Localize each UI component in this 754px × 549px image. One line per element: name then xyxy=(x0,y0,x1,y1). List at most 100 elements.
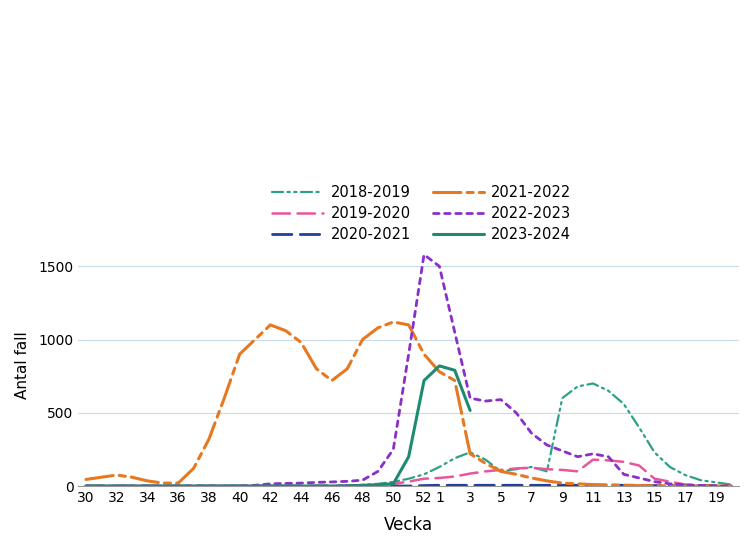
2022-2023 xyxy=(604,453,613,460)
2019-2020 xyxy=(143,483,152,489)
Y-axis label: Antal fall: Antal fall xyxy=(15,331,30,399)
2021-2022 xyxy=(573,480,582,487)
2019-2020 xyxy=(404,478,413,485)
2023-2024 xyxy=(97,483,106,489)
2022-2023 xyxy=(389,446,398,453)
2020-2021 xyxy=(250,483,259,489)
2018-2019 xyxy=(512,466,521,473)
2019-2020 xyxy=(266,483,275,489)
2021-2022 xyxy=(604,481,613,488)
2023-2024 xyxy=(312,483,321,489)
2019-2020 xyxy=(189,483,198,489)
2022-2023 xyxy=(635,475,644,481)
2022-2023 xyxy=(219,483,228,489)
2018-2019 xyxy=(450,455,459,462)
2019-2020 xyxy=(281,483,290,489)
Line: 2019-2020: 2019-2020 xyxy=(86,460,731,486)
2020-2021 xyxy=(127,483,136,489)
Line: 2020-2021: 2020-2021 xyxy=(86,485,731,486)
2023-2024 xyxy=(389,480,398,487)
2022-2023 xyxy=(373,468,382,475)
2020-2021 xyxy=(450,482,459,489)
2021-2022 xyxy=(127,474,136,480)
2022-2023 xyxy=(189,483,198,489)
2023-2024 xyxy=(358,482,367,489)
2021-2022 xyxy=(358,336,367,343)
2022-2023 xyxy=(589,451,598,457)
2022-2023 xyxy=(650,478,659,485)
2019-2020 xyxy=(173,483,182,489)
2023-2024 xyxy=(219,483,228,489)
2022-2023 xyxy=(681,481,690,488)
2020-2021 xyxy=(650,482,659,489)
2019-2020 xyxy=(681,481,690,488)
2018-2019 xyxy=(665,464,674,470)
2023-2024 xyxy=(112,483,121,489)
2020-2021 xyxy=(496,482,505,489)
2019-2020 xyxy=(619,458,628,465)
2021-2022 xyxy=(404,322,413,328)
2021-2022 xyxy=(342,366,351,372)
2019-2020 xyxy=(450,473,459,480)
2020-2021 xyxy=(712,483,721,489)
2018-2019 xyxy=(143,483,152,489)
2022-2023 xyxy=(465,395,474,401)
2021-2022 xyxy=(81,476,90,483)
2020-2021 xyxy=(373,483,382,489)
2020-2021 xyxy=(342,483,351,489)
2019-2020 xyxy=(604,457,613,464)
2021-2022 xyxy=(512,471,521,478)
2021-2022 xyxy=(112,472,121,478)
2022-2023 xyxy=(266,480,275,487)
2020-2021 xyxy=(189,483,198,489)
2020-2021 xyxy=(97,483,106,489)
2020-2021 xyxy=(204,483,213,489)
2018-2019 xyxy=(373,480,382,487)
2019-2020 xyxy=(127,483,136,489)
2018-2019 xyxy=(435,464,444,470)
2018-2019 xyxy=(312,483,321,489)
2020-2021 xyxy=(619,482,628,489)
2020-2021 xyxy=(465,482,474,489)
2023-2024 xyxy=(419,377,428,384)
2022-2023 xyxy=(665,480,674,487)
2018-2019 xyxy=(481,456,490,463)
2019-2020 xyxy=(573,468,582,475)
2022-2023 xyxy=(542,442,551,449)
2021-2022 xyxy=(189,465,198,472)
2022-2023 xyxy=(404,351,413,357)
2022-2023 xyxy=(204,483,213,489)
2022-2023 xyxy=(143,483,152,489)
2018-2019 xyxy=(542,468,551,475)
2021-2022 xyxy=(450,377,459,384)
2020-2021 xyxy=(727,483,736,489)
2018-2019 xyxy=(465,449,474,456)
2022-2023 xyxy=(127,483,136,489)
2018-2019 xyxy=(404,475,413,482)
2018-2019 xyxy=(696,477,705,484)
2021-2022 xyxy=(496,468,505,475)
2022-2023 xyxy=(573,453,582,460)
2019-2020 xyxy=(158,483,167,489)
2019-2020 xyxy=(650,475,659,482)
2021-2022 xyxy=(419,351,428,357)
2021-2022 xyxy=(527,475,536,481)
2021-2022 xyxy=(389,318,398,325)
Line: 2018-2019: 2018-2019 xyxy=(86,384,731,486)
2020-2021 xyxy=(389,483,398,489)
2023-2024 xyxy=(465,407,474,414)
2019-2020 xyxy=(712,482,721,489)
2021-2022 xyxy=(204,436,213,442)
2021-2022 xyxy=(558,480,567,486)
2020-2021 xyxy=(435,482,444,489)
2021-2022 xyxy=(250,336,259,343)
2019-2020 xyxy=(389,480,398,487)
2020-2021 xyxy=(481,482,490,489)
2019-2020 xyxy=(696,482,705,489)
2021-2022 xyxy=(727,483,736,489)
2019-2020 xyxy=(342,483,351,489)
2022-2023 xyxy=(112,483,121,489)
2021-2022 xyxy=(173,480,182,486)
X-axis label: Vecka: Vecka xyxy=(384,516,434,534)
2020-2021 xyxy=(296,483,305,489)
